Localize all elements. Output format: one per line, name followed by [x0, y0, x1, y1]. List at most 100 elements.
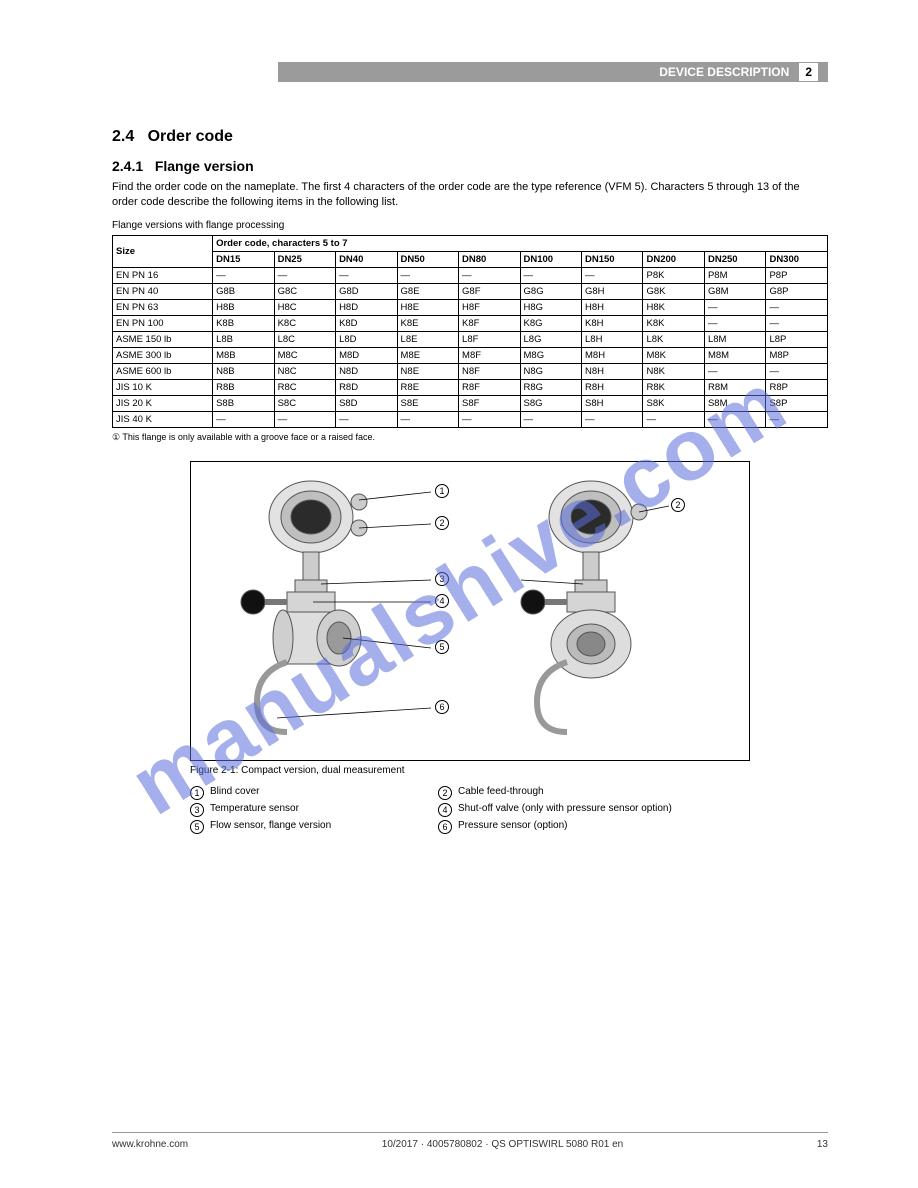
table-col-header: DN250 [704, 251, 765, 267]
table-cell: M8C [274, 347, 335, 363]
table-row-label: ASME 300 lb [113, 347, 213, 363]
table-col-header: DN300 [766, 251, 828, 267]
section-major-heading: 2.4 Order code [112, 128, 828, 146]
table-cell: H8C [274, 299, 335, 315]
table-cell: — [274, 411, 335, 427]
table-col-header: DN200 [643, 251, 704, 267]
table-cell: — [213, 411, 274, 427]
table-cell: M8M [704, 347, 765, 363]
table-cell: — [643, 411, 704, 427]
figure: 1 2 2 3 4 5 6 [190, 461, 750, 761]
table-cell: M8E [397, 347, 458, 363]
table-col-header: DN40 [336, 251, 397, 267]
table-cell: M8D [336, 347, 397, 363]
legend-item: 4Shut-off valve (only with pressure sens… [438, 803, 672, 817]
table-cell: M8F [459, 347, 520, 363]
table-cell: S8D [336, 395, 397, 411]
table-footnote: ① This flange is only available with a g… [112, 432, 828, 443]
table-cell: S8E [397, 395, 458, 411]
table-cell: — [704, 363, 765, 379]
table-cell: — [274, 267, 335, 283]
table-row: ASME 300 lbM8BM8CM8DM8EM8FM8GM8HM8KM8MM8… [113, 347, 828, 363]
section-major-num: 2.4 [112, 128, 134, 145]
table-cell: K8C [274, 315, 335, 331]
table-row: JIS 40 K—————————— [113, 411, 828, 427]
table-cell: R8D [336, 379, 397, 395]
table-cell: R8E [397, 379, 458, 395]
table-cell: G8H [582, 283, 643, 299]
table-cell: R8H [582, 379, 643, 395]
table-cell: N8H [582, 363, 643, 379]
table-cell: G8E [397, 283, 458, 299]
table-cell: H8D [336, 299, 397, 315]
table-cell: M8G [520, 347, 581, 363]
header-chapter: DEVICE DESCRIPTION 2 [659, 62, 818, 82]
table-cell: — [766, 299, 828, 315]
table-cell: — [704, 411, 765, 427]
legend-text: Blind cover [210, 786, 259, 797]
table-row-label: EN PN 100 [113, 315, 213, 331]
table-col-header: DN100 [520, 251, 581, 267]
legend-text: Shut-off valve (only with pressure senso… [458, 803, 672, 814]
callout-2: 2 [435, 516, 449, 530]
intro-paragraph: Find the order code on the nameplate. Th… [112, 180, 828, 210]
table-cell: — [704, 315, 765, 331]
table-cell: N8K [643, 363, 704, 379]
table-cell: S8M [704, 395, 765, 411]
table-row: EN PN 63H8BH8CH8DH8EH8FH8GH8HH8K—— [113, 299, 828, 315]
legend-item: 3Temperature sensor [190, 803, 420, 817]
table-row: EN PN 40G8BG8CG8DG8EG8FG8GG8HG8KG8MG8P [113, 283, 828, 299]
callout-6: 6 [435, 700, 449, 714]
legend-num: 1 [190, 786, 204, 800]
table-cell: N8C [274, 363, 335, 379]
table-cell: L8P [766, 331, 828, 347]
table-caption: Flange versions with flange processing [112, 220, 828, 231]
table-cell: N8D [336, 363, 397, 379]
callout-3: 3 [435, 572, 449, 586]
table-col-header: DN15 [213, 251, 274, 267]
table-col-header: DN80 [459, 251, 520, 267]
table-cell: K8K [643, 315, 704, 331]
table-cell: G8P [766, 283, 828, 299]
legend-item: 6Pressure sensor (option) [438, 820, 668, 834]
footer-left: www.krohne.com [112, 1139, 188, 1150]
table-cell: L8D [336, 331, 397, 347]
table-cell: G8F [459, 283, 520, 299]
table-cell: S8F [459, 395, 520, 411]
table-cell: — [520, 267, 581, 283]
page: DEVICE DESCRIPTION 2 2.4 Order code 2.4.… [0, 0, 918, 1188]
table-col-header: DN50 [397, 251, 458, 267]
table-cell: K8G [520, 315, 581, 331]
table-cell: N8E [397, 363, 458, 379]
table-col-header: DN25 [274, 251, 335, 267]
figure-caption: Figure 2-1: Compact version, dual measur… [190, 765, 750, 776]
table-cell: R8B [213, 379, 274, 395]
table-cell: L8M [704, 331, 765, 347]
table-cell: S8P [766, 395, 828, 411]
table-cell: — [397, 411, 458, 427]
table-row: JIS 20 KS8BS8CS8DS8ES8FS8GS8HS8KS8MS8P [113, 395, 828, 411]
legend-num: 5 [190, 820, 204, 834]
table-cell: S8G [520, 395, 581, 411]
table-cell: N8B [213, 363, 274, 379]
table-cell: S8B [213, 395, 274, 411]
legend-text: Pressure sensor (option) [458, 820, 568, 831]
callout-5: 5 [435, 640, 449, 654]
table-cell: — [582, 267, 643, 283]
table-cell: G8D [336, 283, 397, 299]
table-cell: G8B [213, 283, 274, 299]
legend-text: Flow sensor, flange version [210, 820, 331, 831]
table-cell: M8K [643, 347, 704, 363]
legend-text: Cable feed-through [458, 786, 544, 797]
table-row-label: ASME 150 lb [113, 331, 213, 347]
table-cell: R8G [520, 379, 581, 395]
table-cell: N8G [520, 363, 581, 379]
table-cell: L8G [520, 331, 581, 347]
device-illustration [191, 462, 750, 761]
table-cell: R8M [704, 379, 765, 395]
table-cell: — [582, 411, 643, 427]
table-cell: — [766, 315, 828, 331]
table-cell: L8K [643, 331, 704, 347]
table-cell: K8H [582, 315, 643, 331]
table-cell: — [766, 411, 828, 427]
